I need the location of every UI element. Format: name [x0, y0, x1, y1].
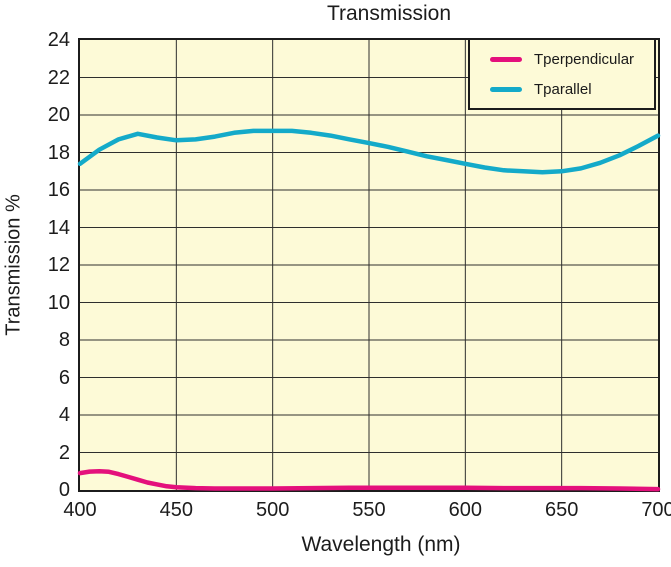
x-tick-label: 500	[255, 499, 290, 521]
x-tick-label: 550	[352, 499, 386, 521]
y-tick-label: 8	[58, 329, 70, 351]
y-tick-label: 14	[47, 216, 70, 239]
series-line-tperpendicular	[77, 469, 661, 492]
legend-item-tperpendicular: Tperpendicular	[470, 51, 654, 68]
y-tick-label: 6	[58, 366, 70, 389]
legend: Tperpendicular Tparallel	[468, 40, 656, 110]
tparallel-line-swatch	[490, 86, 522, 92]
y-tick-label: 12	[47, 254, 70, 276]
legend-label-tperpendicular: Tperpendicular	[534, 50, 635, 68]
plot-svg	[77, 40, 661, 492]
legend-label-tparallel: Tparallel	[534, 80, 592, 98]
plot-area: Tperpendicular Tparallel	[77, 38, 661, 492]
y-tick-label: 22	[47, 66, 70, 89]
x-axis-label: Wavelength (nm)	[301, 533, 461, 556]
y-tick-label: 24	[47, 29, 70, 51]
y-tick-label: 18	[47, 141, 70, 164]
x-tick-label: 700	[641, 499, 671, 521]
series-line-tparallel	[77, 128, 661, 175]
tperpendicular-line-swatch	[490, 56, 522, 62]
y-tick-label: 2	[58, 441, 70, 464]
x-tick-label: 650	[544, 499, 579, 521]
y-tick-label: 20	[47, 104, 70, 126]
legend-item-tparallel: Tparallel	[470, 81, 654, 98]
y-tick-label: 0	[58, 479, 70, 501]
y-tick-label: 10	[47, 291, 70, 314]
x-tick-label: 400	[63, 499, 97, 521]
x-tick-label: 600	[448, 499, 483, 521]
x-tick-label: 450	[159, 499, 194, 521]
y-tick-label: 4	[58, 404, 70, 426]
chart-title: Transmission	[326, 2, 452, 25]
y-tick-label: 16	[47, 179, 70, 201]
